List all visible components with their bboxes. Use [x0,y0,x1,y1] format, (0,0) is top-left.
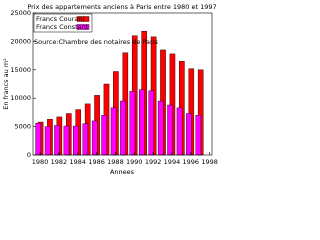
bar [176,107,183,156]
legend-label: Francs Constant [36,23,89,31]
y-tick-label: 0 [27,151,31,159]
bar [35,122,41,156]
bar [195,115,202,156]
bar [120,100,126,156]
x-tick-label: 1988 [107,158,124,166]
bar [54,125,60,156]
chart-title: Prix des appartements anciens à Paris en… [27,3,216,11]
y-tick-label: 5000 [14,123,31,131]
bar [157,100,164,156]
bar [110,107,117,156]
x-tick-label: 1984 [69,158,86,166]
bar [129,91,136,156]
bar [63,125,70,156]
y-tick-label: 25000 [10,9,31,17]
x-tick-label: 1992 [145,158,162,166]
bar [82,123,89,156]
bar [91,120,98,156]
x-axis-label: Annees [110,168,135,176]
bar [73,125,79,156]
x-tick-label: 1982 [51,158,68,166]
bar [44,126,51,156]
x-tick-label: 1996 [183,158,200,166]
bar [148,90,155,156]
x-tick-label: 1998 [201,158,218,166]
bar [186,113,192,156]
y-tick-label: 15000 [10,66,31,74]
y-tick-label: 20000 [10,37,31,45]
x-tick-label: 1986 [88,158,105,166]
bar [167,104,173,156]
legend-label: Francs Courant [36,15,85,23]
bar [139,89,145,156]
x-tick-label: 1990 [126,158,143,166]
legend-swatch [76,24,90,30]
y-axis-label: En francs au m² [2,58,10,110]
annotation: Source:Chambre des notaires de Paris [34,38,158,46]
x-tick-label: 1980 [32,158,49,166]
bar [101,115,107,156]
x-tick-label: 1994 [164,158,181,166]
y-tick-label: 10000 [10,94,31,102]
legend-swatch [76,16,90,22]
chart: Prix des appartements anciens à Paris en… [2,3,218,176]
plot-frame [32,12,213,156]
